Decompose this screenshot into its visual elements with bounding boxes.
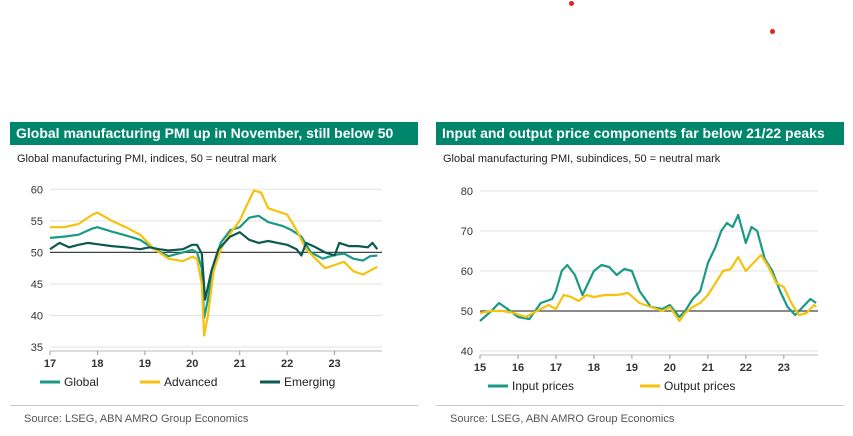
red-dot-marker	[770, 29, 775, 34]
series-line-emerging	[49, 231, 379, 301]
source-note: Source: LSEG, ABN AMRO Group Economics	[24, 413, 249, 425]
legend-label: Emerging	[284, 375, 335, 389]
chart-title: Input and output price components far be…	[436, 122, 844, 145]
x-tick-label: 18	[588, 362, 600, 374]
y-tick-label: 55	[31, 216, 43, 228]
series-line-output-prices	[479, 253, 817, 323]
x-tick-label: 21	[702, 362, 714, 374]
y-tick-label: 35	[31, 342, 43, 354]
legend-label: Global	[64, 375, 99, 389]
left-chart-panel: Global manufacturing PMI up in November,…	[10, 122, 418, 426]
pmi-line-chart: 35 40 45 50 55 60 17 18 19 20 21 22 23 Global Advanced…	[31, 184, 382, 389]
y-tick-label: 80	[461, 186, 473, 198]
x-tick-label: 19	[139, 358, 151, 370]
x-tick-label: 18	[91, 358, 103, 370]
y-tick-label: 40	[31, 310, 43, 322]
x-tick-label: 15	[474, 362, 486, 374]
legend-label: Advanced	[164, 375, 217, 389]
chart-subtitle: Global manufacturing PMI, subindices, 50…	[443, 153, 721, 165]
y-tick-label: 40	[461, 346, 473, 358]
x-tick-label: 23	[328, 358, 340, 370]
legend-label: Output prices	[664, 379, 735, 393]
chart-subtitle: Global manufacturing PMI, indices, 50 = …	[17, 153, 277, 165]
x-tick-label: 20	[186, 358, 198, 370]
x-tick-label: 23	[778, 362, 790, 374]
y-tick-label: 50	[31, 247, 43, 259]
x-tick-label: 20	[664, 362, 676, 374]
y-tick-label: 50	[461, 306, 473, 318]
x-tick-label: 16	[512, 362, 524, 374]
x-tick-label: 22	[740, 362, 752, 374]
x-tick-label: 22	[281, 358, 293, 370]
x-tick-label: 19	[626, 362, 638, 374]
divider	[436, 405, 844, 406]
right-chart-panel: Input and output price components far be…	[436, 122, 844, 426]
y-tick-label: 60	[31, 184, 43, 196]
chart-title: Global manufacturing PMI up in November,…	[10, 122, 418, 145]
price-subindices-line-chart: 40 50 60 70 80 15 16 17 18 19 20 21 22 23 Input prices…	[461, 186, 818, 393]
x-tick-label: 17	[550, 362, 562, 374]
legend-label: Input prices	[512, 379, 574, 393]
x-tick-label: 17	[44, 358, 56, 370]
series-line-input-prices	[479, 213, 817, 322]
x-tick-label: 21	[234, 358, 246, 370]
y-tick-label: 60	[461, 266, 473, 278]
red-dot-marker	[569, 1, 574, 6]
y-tick-label: 70	[461, 226, 473, 238]
source-note: Source: LSEG, ABN AMRO Group Economics	[450, 413, 675, 425]
y-tick-label: 45	[31, 279, 43, 291]
divider	[10, 405, 418, 406]
